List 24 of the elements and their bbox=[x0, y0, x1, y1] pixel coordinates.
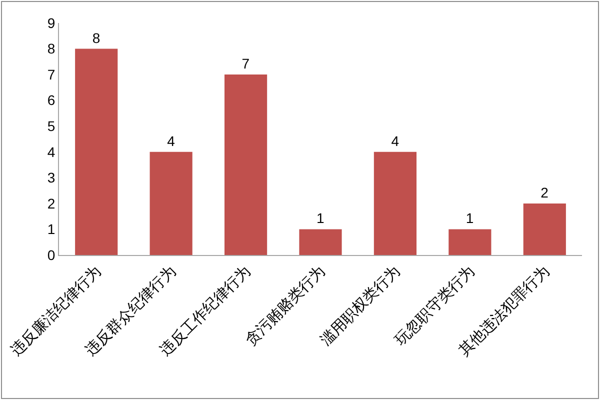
y-tick-label: 7 bbox=[47, 66, 56, 82]
y-tick-label: 5 bbox=[47, 118, 56, 134]
y-tick-label: 0 bbox=[47, 246, 56, 263]
bar bbox=[75, 48, 118, 255]
y-tick-label: 1 bbox=[47, 221, 56, 238]
y-tick-label: 4 bbox=[47, 144, 56, 160]
data-label: 4 bbox=[167, 132, 176, 149]
bar bbox=[523, 203, 566, 255]
data-label: 4 bbox=[391, 132, 400, 149]
bar bbox=[150, 152, 192, 255]
bar bbox=[224, 74, 268, 255]
y-tick-label: 2 bbox=[47, 195, 56, 212]
data-label: 2 bbox=[540, 184, 549, 200]
bar bbox=[374, 152, 417, 255]
bar bbox=[299, 229, 342, 255]
y-tick-label: 9 bbox=[47, 14, 56, 31]
data-label: 1 bbox=[316, 210, 324, 226]
y-tick-label: 6 bbox=[47, 92, 56, 108]
data-label: 7 bbox=[242, 56, 250, 72]
y-tick-label: 8 bbox=[47, 40, 56, 57]
bar bbox=[448, 229, 492, 255]
y-tick-label: 3 bbox=[47, 170, 56, 186]
data-label: 8 bbox=[92, 30, 100, 46]
data-label: 1 bbox=[466, 210, 474, 226]
